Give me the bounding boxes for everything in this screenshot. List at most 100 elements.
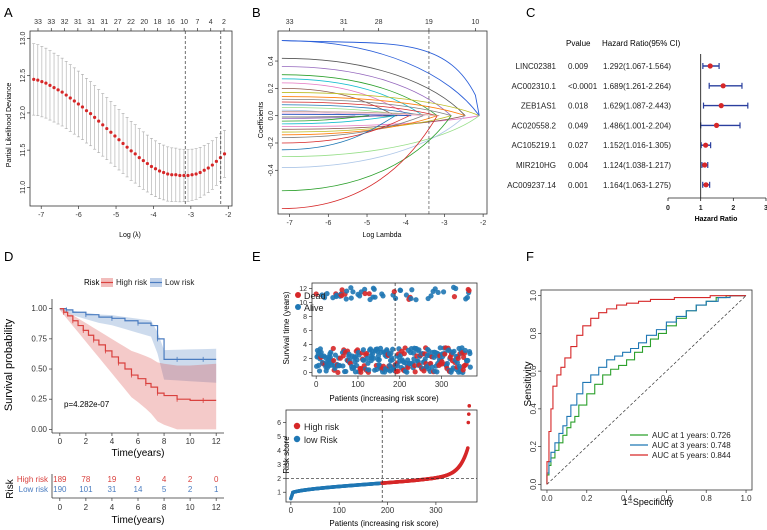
- panel-e-risk-distribution: Survival time (years) Patients (increasi…: [277, 282, 478, 528]
- coefficient-path: [281, 40, 480, 116]
- e1-ytick-label: 2: [303, 356, 307, 363]
- risk-table-value: 5: [162, 485, 167, 494]
- e1-frame: [311, 282, 478, 377]
- e2-ytick-label: 4: [277, 448, 281, 455]
- alive-patient-point: [416, 347, 422, 353]
- alive-patient-point: [340, 363, 346, 369]
- alive-patient-point: [408, 295, 414, 302]
- deviance-point: [141, 158, 145, 163]
- alive-patient-point: [348, 285, 354, 291]
- coefficient-path: [281, 115, 398, 118]
- panel-c-forest-plot: Pvalue Hazard Ratio(95% CI) Hazard Ratio…: [507, 39, 767, 223]
- dead-patient-point: [395, 368, 401, 374]
- roc-ylabel: Sensitivity: [523, 361, 534, 406]
- low-risk-curve: [59, 308, 217, 360]
- deviance-point: [129, 149, 133, 153]
- deviance-point: [153, 167, 158, 171]
- risk-table-value: 2: [188, 485, 193, 494]
- e2-xtick-label: 300: [429, 506, 443, 515]
- risk-table-xtick-label: 12: [212, 503, 221, 512]
- coefficient-path: [281, 98, 452, 117]
- e1-ytick-label: 6: [303, 328, 307, 335]
- alive-patient-point: [464, 294, 470, 301]
- deviance-point: [93, 115, 97, 119]
- risk-table-value: 78: [81, 475, 90, 484]
- panel-a-top-tick-label: 27: [114, 19, 122, 26]
- panel-label-b: B: [252, 5, 261, 20]
- e2-ytick-label: 5: [277, 434, 281, 441]
- e1-ytick-label: 12: [299, 286, 307, 293]
- deviance-point: [214, 159, 219, 163]
- panel-a-top-tick-label: 4: [209, 19, 213, 26]
- km-xtick-label: 10: [186, 437, 195, 446]
- deviance-point: [76, 102, 80, 106]
- risk-table-value: 2: [188, 475, 193, 484]
- deviance-point: [194, 172, 198, 176]
- alive-patient-point: [364, 355, 370, 361]
- legend-high-risk-key: [293, 422, 301, 430]
- panel-a-top-tick-label: 20: [140, 19, 148, 26]
- forest-hr-text: 1.486(1.001-2.204): [603, 121, 671, 130]
- panel-a-xtick-label: -6: [76, 212, 82, 219]
- roc-curve-3: [546, 295, 747, 485]
- km-xtick-label: 4: [110, 437, 115, 446]
- coefficient-path: [281, 66, 452, 116]
- forest-pvalue: 0.004: [568, 161, 589, 170]
- roc-ytick-label: 0.6: [529, 365, 538, 377]
- forest-gene-label: AC002310.1: [512, 82, 557, 91]
- alive-patient-point: [435, 289, 441, 296]
- legend-alive-key: [295, 304, 301, 310]
- legend-low-risk-label: low Risk: [304, 435, 338, 445]
- dead-patient-point: [330, 345, 336, 352]
- alive-patient-point: [377, 345, 384, 351]
- e2-xtick-label: 100: [333, 506, 347, 515]
- panel-b-xtick-label: -5: [364, 220, 370, 227]
- panel-label-c: C: [526, 5, 535, 20]
- alive-patient-point: [357, 293, 363, 299]
- high-risk-point: [467, 404, 472, 408]
- panel-b-xlabel: Log Lambda: [363, 232, 402, 239]
- roc-diagonal: [546, 295, 747, 485]
- risk-table-xtick-label: 8: [162, 503, 167, 512]
- alive-patient-point: [371, 355, 377, 361]
- alive-patient-point: [389, 357, 395, 363]
- forest-xlabel: Hazard Ratio: [695, 216, 738, 223]
- legend-high-risk-label: High risk: [116, 278, 148, 287]
- e1-ytick-label: 0: [303, 370, 307, 377]
- risk-table-xtick-label: 2: [84, 503, 89, 512]
- deviance-point: [117, 138, 121, 142]
- forest-hr-text: 1.292(1.067-1.564): [603, 62, 671, 71]
- panel-b-ylabel: Coefficients: [258, 101, 265, 138]
- deviance-point: [186, 173, 190, 178]
- dead-patient-point: [391, 288, 397, 295]
- legend-high-risk-label: High risk: [304, 422, 340, 432]
- alive-patient-point: [465, 357, 471, 364]
- high-risk-point: [466, 446, 470, 450]
- panel-a-ylabel: Partial Likelihood Deviance: [6, 83, 13, 168]
- forest-hr-point: [703, 142, 709, 148]
- panel-a-top-tick-label: 16: [167, 19, 175, 26]
- alive-patient-point: [409, 287, 415, 293]
- coefficient-path: [281, 87, 396, 117]
- km-xtick-label: 0: [58, 437, 63, 446]
- alive-patient-point: [428, 293, 434, 299]
- dead-patient-point: [460, 367, 466, 373]
- roc-xtick-label: 0.2: [581, 494, 593, 503]
- forest-hr-text: 1.152(1.016-1.305): [603, 141, 671, 150]
- legend-low-risk-label: Low risk: [165, 278, 195, 287]
- dead-patient-point: [339, 287, 345, 293]
- panel-a-top-tick-label: 31: [87, 19, 95, 26]
- dead-patient-point: [451, 294, 458, 300]
- forest-header-pvalue: Pvalue: [566, 39, 591, 48]
- deviance-point: [40, 80, 44, 84]
- panel-a-ytick-label: 12.0: [20, 106, 27, 120]
- low-risk-ci-band: [59, 308, 217, 383]
- panel-a-deviance-plot: Partial Likelihood Deviance Log (λ) -7 -6…: [6, 19, 233, 239]
- coefficient-path: [281, 113, 412, 117]
- forest-hr-point: [718, 103, 724, 109]
- deviance-point: [72, 99, 76, 103]
- e2-ytick-label: 3: [277, 462, 281, 469]
- e1-xlabel: Patients (increasing risk score): [329, 394, 439, 403]
- forest-pvalue: 0.001: [568, 181, 589, 190]
- coefficient-path: [281, 96, 466, 117]
